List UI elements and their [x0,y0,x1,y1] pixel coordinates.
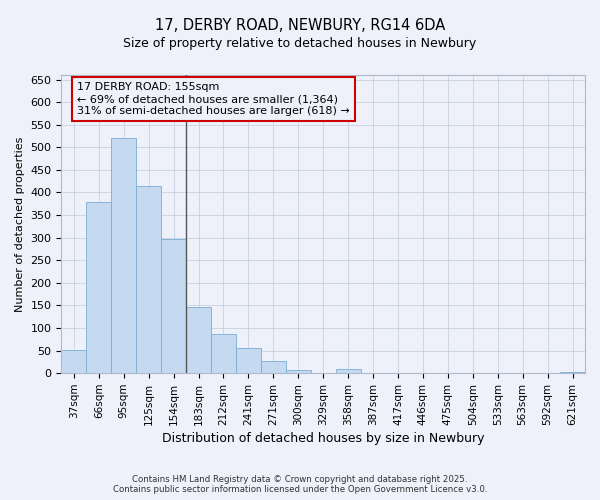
Bar [161,240,186,373]
Bar [61,350,86,373]
X-axis label: Distribution of detached houses by size in Newbury: Distribution of detached houses by size … [162,432,484,445]
Bar [111,138,136,373]
Bar [560,372,585,373]
Text: 17, DERBY ROAD, NEWBURY, RG14 6DA: 17, DERBY ROAD, NEWBURY, RG14 6DA [155,18,445,32]
Bar [86,202,111,373]
Bar [211,334,236,373]
Bar [136,186,161,373]
Bar [236,348,261,373]
Y-axis label: Number of detached properties: Number of detached properties [15,136,25,312]
Text: Contains HM Land Registry data © Crown copyright and database right 2025.
Contai: Contains HM Land Registry data © Crown c… [113,474,487,494]
Text: 17 DERBY ROAD: 155sqm
← 69% of detached houses are smaller (1,364)
31% of semi-d: 17 DERBY ROAD: 155sqm ← 69% of detached … [77,82,350,116]
Bar [186,307,211,373]
Bar [261,360,286,373]
Bar [286,370,311,373]
Text: Size of property relative to detached houses in Newbury: Size of property relative to detached ho… [124,38,476,51]
Bar [335,368,361,373]
